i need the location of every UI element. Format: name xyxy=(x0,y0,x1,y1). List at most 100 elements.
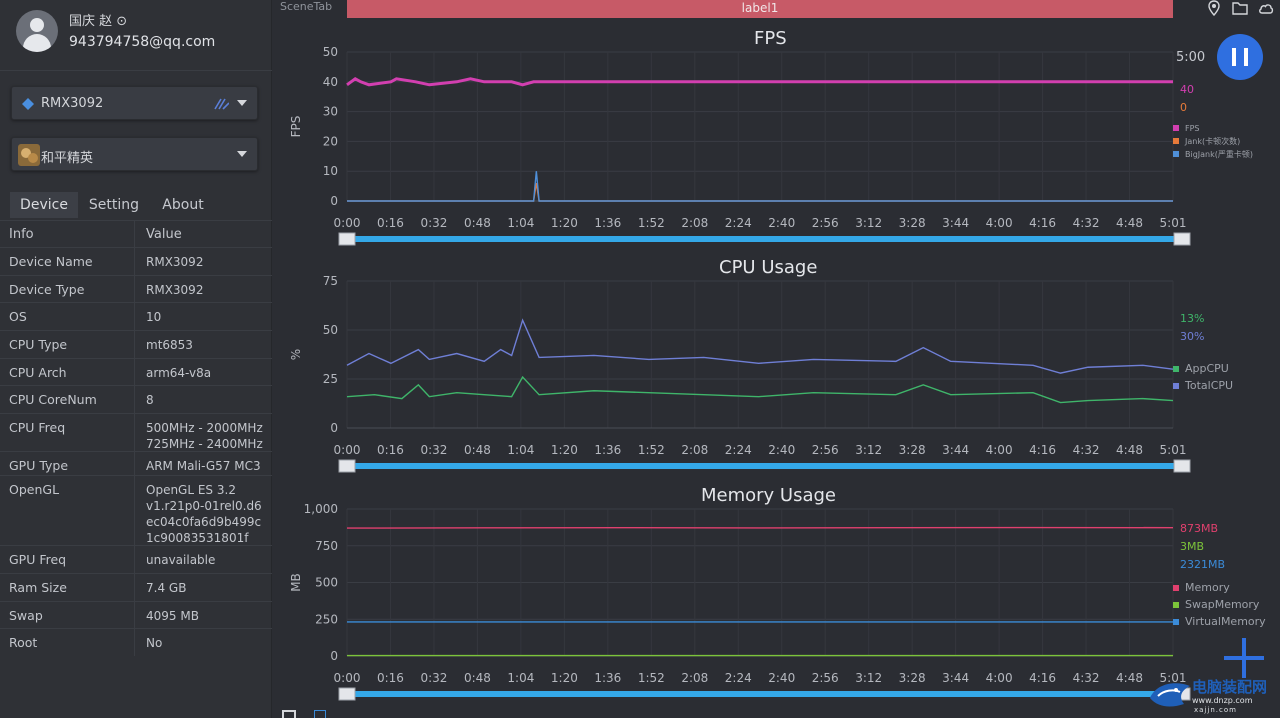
tab-device[interactable]: Device xyxy=(10,192,78,218)
x-tick-label: 3:44 xyxy=(942,443,969,457)
table-row: OS 10 xyxy=(0,302,272,331)
y-tick-label: 75 xyxy=(323,274,338,288)
table-row: CPU CoreNum 8 xyxy=(0,385,272,414)
pause-button[interactable] xyxy=(1217,34,1263,80)
y-tick-label: 20 xyxy=(323,134,338,148)
x-tick-label: 1:20 xyxy=(551,671,578,685)
timer: 5:00 xyxy=(1176,50,1206,65)
location-icon[interactable] xyxy=(1206,0,1222,16)
column-divider xyxy=(134,414,135,452)
fps-chart-title: FPS xyxy=(754,28,787,49)
user-profile[interactable]: 国庆 赵 ⊙ 943794758@qq.com xyxy=(14,8,264,56)
legend-swatch xyxy=(1173,585,1179,591)
x-tick-label: 3:12 xyxy=(855,216,882,230)
tab-label1[interactable]: label1 xyxy=(347,0,1173,18)
avatar-head xyxy=(30,18,44,32)
table-row: CPU Type mt6853 xyxy=(0,330,272,358)
x-tick-label: 0:16 xyxy=(377,443,404,457)
x-tick-label: 4:00 xyxy=(986,443,1013,457)
x-tick-label: 4:16 xyxy=(1029,671,1056,685)
series-line-memory xyxy=(346,526,1174,529)
x-tick-label: 1:36 xyxy=(594,443,621,457)
edit-icon[interactable] xyxy=(213,97,229,111)
divider xyxy=(0,70,272,71)
info-key: Device Type xyxy=(9,281,85,297)
table-row: GPU Type ARM Mali-G57 MC3 xyxy=(0,451,272,476)
android-icon xyxy=(22,98,34,110)
column-divider xyxy=(134,248,135,275)
current-value: 2321MB xyxy=(1180,558,1225,571)
table-row: Ram Size 7.4 GB xyxy=(0,572,272,601)
device-select[interactable]: RMX3092 xyxy=(11,86,258,120)
plot-area xyxy=(347,281,1173,428)
scrollbar-handle-right xyxy=(1173,459,1191,473)
y-tick-label: 750 xyxy=(315,539,338,553)
x-tick-label: 3:44 xyxy=(942,671,969,685)
add-button[interactable] xyxy=(1224,638,1264,678)
x-tick-label: 1:04 xyxy=(507,216,534,230)
x-tick-label: 1:20 xyxy=(551,216,578,230)
info-value: 8 xyxy=(146,393,154,408)
x-tick-label: 1:36 xyxy=(594,216,621,230)
info-value: mt6853 xyxy=(146,338,193,353)
current-value: 3MB xyxy=(1180,540,1204,553)
column-divider xyxy=(134,546,135,573)
sidebar: 国庆 赵 ⊙ 943794758@qq.com RMX3092 和平精英 Dev… xyxy=(0,0,272,718)
x-tick-label: 0:48 xyxy=(464,671,491,685)
info-key: CPU Arch xyxy=(9,364,67,380)
x-tick-label: 2:56 xyxy=(812,216,839,230)
info-rows: Device Name RMX3092 Device Type RMX3092 OS 10… xyxy=(0,247,272,656)
y-tick-label: 0 xyxy=(330,649,338,663)
y-axis-label: FPS xyxy=(289,116,303,138)
avatar[interactable] xyxy=(16,10,58,52)
info-value: No xyxy=(146,636,163,651)
record-icon[interactable] xyxy=(282,710,296,718)
info-value: unavailable xyxy=(146,553,216,568)
folder-icon[interactable] xyxy=(1232,0,1248,16)
column-divider xyxy=(134,573,135,601)
y-tick-label: 1,000 xyxy=(304,502,338,516)
x-tick-label: 3:28 xyxy=(899,443,926,457)
x-tick-label: 0:32 xyxy=(420,216,447,230)
x-tick-label: 4:48 xyxy=(1116,671,1143,685)
user-email: 943794758@qq.com xyxy=(69,34,216,50)
x-tick-label: 2:08 xyxy=(681,216,708,230)
x-tick-label: 4:32 xyxy=(1073,443,1100,457)
app-select[interactable]: 和平精英 xyxy=(11,137,258,171)
x-tick-label: 0:16 xyxy=(377,671,404,685)
toolbar-icons xyxy=(1206,0,1274,18)
y-tick-label: 500 xyxy=(315,576,338,590)
table-row: OpenGL OpenGL ES 3.2 v1.r21p0-01rel0.d6 e… xyxy=(0,475,272,546)
legend-swatch xyxy=(1173,366,1179,372)
x-tick-label: 4:16 xyxy=(1029,443,1056,457)
checkbox[interactable] xyxy=(314,710,326,718)
x-tick-label: 5:01 xyxy=(1160,216,1187,230)
info-value: 7.4 GB xyxy=(146,580,187,595)
x-tick-label: 0:48 xyxy=(464,216,491,230)
column-divider xyxy=(134,275,135,303)
shark-logo-icon xyxy=(1150,683,1190,707)
column-divider xyxy=(134,331,135,358)
column-divider xyxy=(134,629,135,656)
tab-about[interactable]: About xyxy=(162,197,204,213)
x-tick-label: 1:20 xyxy=(551,443,578,457)
tab-setting[interactable]: Setting xyxy=(88,197,140,213)
scrollbar-handle-right xyxy=(1173,232,1191,246)
info-value: ARM Mali-G57 MC3 xyxy=(146,459,261,474)
header-info: Info xyxy=(9,227,34,242)
scene-tab[interactable]: SceneTab xyxy=(280,0,333,13)
cloud-icon[interactable] xyxy=(1258,0,1274,16)
info-key: Ram Size xyxy=(9,579,67,595)
x-tick-label: 0:00 xyxy=(334,216,361,230)
legend-label: BigJank(严重卡顿) xyxy=(1185,149,1253,159)
memory-chart-title: Memory Usage xyxy=(701,485,837,506)
table-row: CPU Freq 500MHz - 2000MHz 725MHz - 2400MH… xyxy=(0,413,272,452)
bottom-toolbar xyxy=(272,706,1280,718)
timeline-scrollbar xyxy=(347,463,1185,469)
x-tick-label: 2:08 xyxy=(681,671,708,685)
legend-swatch xyxy=(1173,125,1179,131)
table-row: GPU Freq unavailable xyxy=(0,545,272,573)
series-line-appcpu xyxy=(346,375,1174,404)
column-divider xyxy=(134,452,135,476)
table-row: Device Type RMX3092 xyxy=(0,274,272,303)
